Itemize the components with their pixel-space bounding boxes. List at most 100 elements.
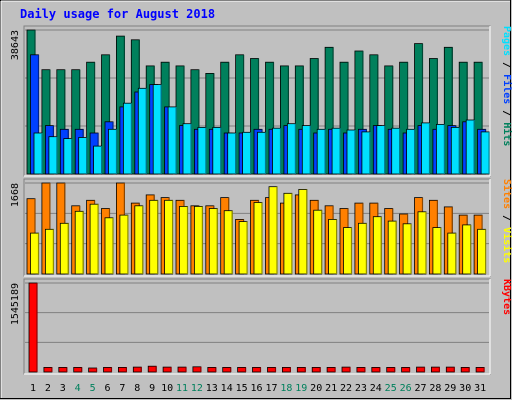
bar-pages [33, 132, 43, 175]
bar-visits [357, 222, 367, 275]
x-tick-label: 14 [221, 383, 233, 394]
bar-pages [93, 145, 102, 175]
bar-visits [447, 232, 457, 275]
bar-pages [227, 132, 237, 175]
bar-kbytes [88, 367, 97, 373]
bar-kbytes [207, 366, 217, 373]
x-tick-label: 3 [60, 383, 66, 394]
bar-pages [316, 128, 326, 175]
legend-label-part: KBytes [501, 279, 512, 315]
x-tick-label: 12 [191, 383, 203, 394]
bar-kbytes [311, 366, 321, 373]
bar-pages [286, 123, 296, 175]
bar-visits [74, 210, 84, 275]
bar-pages [331, 127, 341, 175]
bar-kbytes [341, 366, 351, 373]
bar-visits [253, 202, 263, 275]
bar-kbytes [356, 366, 366, 373]
x-tick-label: 11 [176, 383, 188, 394]
max-label: 38643 [10, 30, 21, 60]
bar-visits [313, 209, 323, 275]
series-kbytes [28, 282, 485, 373]
bar-pages [257, 131, 266, 175]
bar-pages [242, 131, 252, 175]
x-tick-label: 6 [104, 383, 110, 394]
legend-label-part: / [501, 104, 512, 122]
x-tick-label: 1 [30, 383, 36, 394]
bar-kbytes [222, 366, 232, 373]
x-tick-label: 31 [474, 383, 486, 394]
x-tick-label: 18 [280, 383, 292, 394]
x-tick-label: 19 [295, 383, 307, 394]
bar-kbytes [43, 366, 53, 373]
x-tick-label: 21 [325, 383, 337, 394]
bar-visits [477, 228, 487, 275]
bar-kbytes [371, 366, 381, 373]
bar-visits [104, 217, 114, 275]
x-tick-label: 17 [265, 383, 277, 394]
bar-kbytes [177, 366, 187, 373]
bar-pages [450, 127, 460, 175]
bar-visits [298, 188, 308, 275]
x-tick-label: 5 [90, 383, 96, 394]
series-hits [26, 29, 483, 175]
bar-pages [108, 128, 117, 175]
legend-label: Sites / Visits [501, 179, 512, 263]
bar-kbytes [326, 366, 336, 373]
x-tick-label: 30 [459, 383, 471, 394]
bar-visits [30, 232, 39, 275]
legend-label-part: Pages [501, 26, 512, 56]
bar-visits [208, 208, 218, 275]
x-tick-label: 29 [444, 383, 456, 394]
bar-pages [361, 131, 371, 175]
bar-kbytes [267, 366, 276, 373]
bar-visits [283, 192, 293, 275]
max-label: 1545189 [10, 283, 21, 325]
x-tick-label: 16 [250, 383, 262, 394]
x-tick-label: 10 [161, 383, 173, 394]
x-tick-label: 23 [355, 383, 367, 394]
bar-kbytes [386, 366, 396, 373]
bar-pages [272, 127, 281, 175]
bar-pages [152, 84, 162, 175]
bar-kbytes [73, 366, 83, 373]
bar-kbytes [281, 366, 291, 373]
x-tick-label: 26 [400, 383, 412, 394]
bar-pages [346, 129, 356, 175]
bar-pages [123, 102, 132, 175]
bar-visits [134, 205, 144, 275]
bar-visits [462, 224, 472, 275]
bar-pages [435, 124, 445, 175]
bar-pages [480, 131, 490, 175]
bar-visits [268, 186, 278, 275]
bar-visits [119, 214, 129, 275]
legend-label-part: / [501, 56, 512, 74]
bar-kbytes [147, 365, 157, 373]
bar-kbytes [28, 282, 38, 373]
bar-visits [164, 199, 174, 275]
panel-visits-sites: 1668 Sites / Visits [10, 178, 512, 277]
legend-label-part: / [501, 209, 512, 227]
x-tick-label: 9 [149, 383, 155, 394]
x-tick-label: 24 [370, 383, 382, 394]
bar-pages [212, 127, 222, 175]
bar-kbytes [460, 366, 470, 373]
bar-visits [149, 199, 159, 275]
x-tick-label: 7 [119, 383, 125, 394]
bar-pages [197, 127, 207, 175]
bar-pages [406, 128, 416, 175]
legend-label-part: Hits [501, 122, 512, 146]
bar-visits [223, 210, 233, 275]
series-visits [30, 186, 487, 275]
x-tick-label: 20 [310, 383, 322, 394]
bar-kbytes [132, 366, 142, 373]
bar-kbytes [162, 366, 172, 373]
x-tick-label: 2 [45, 383, 51, 394]
bar-kbytes [58, 366, 68, 373]
x-tick-label: 8 [134, 383, 140, 394]
bar-visits [238, 221, 248, 275]
x-tick-label: 4 [75, 383, 81, 394]
bar-pages [182, 123, 192, 175]
